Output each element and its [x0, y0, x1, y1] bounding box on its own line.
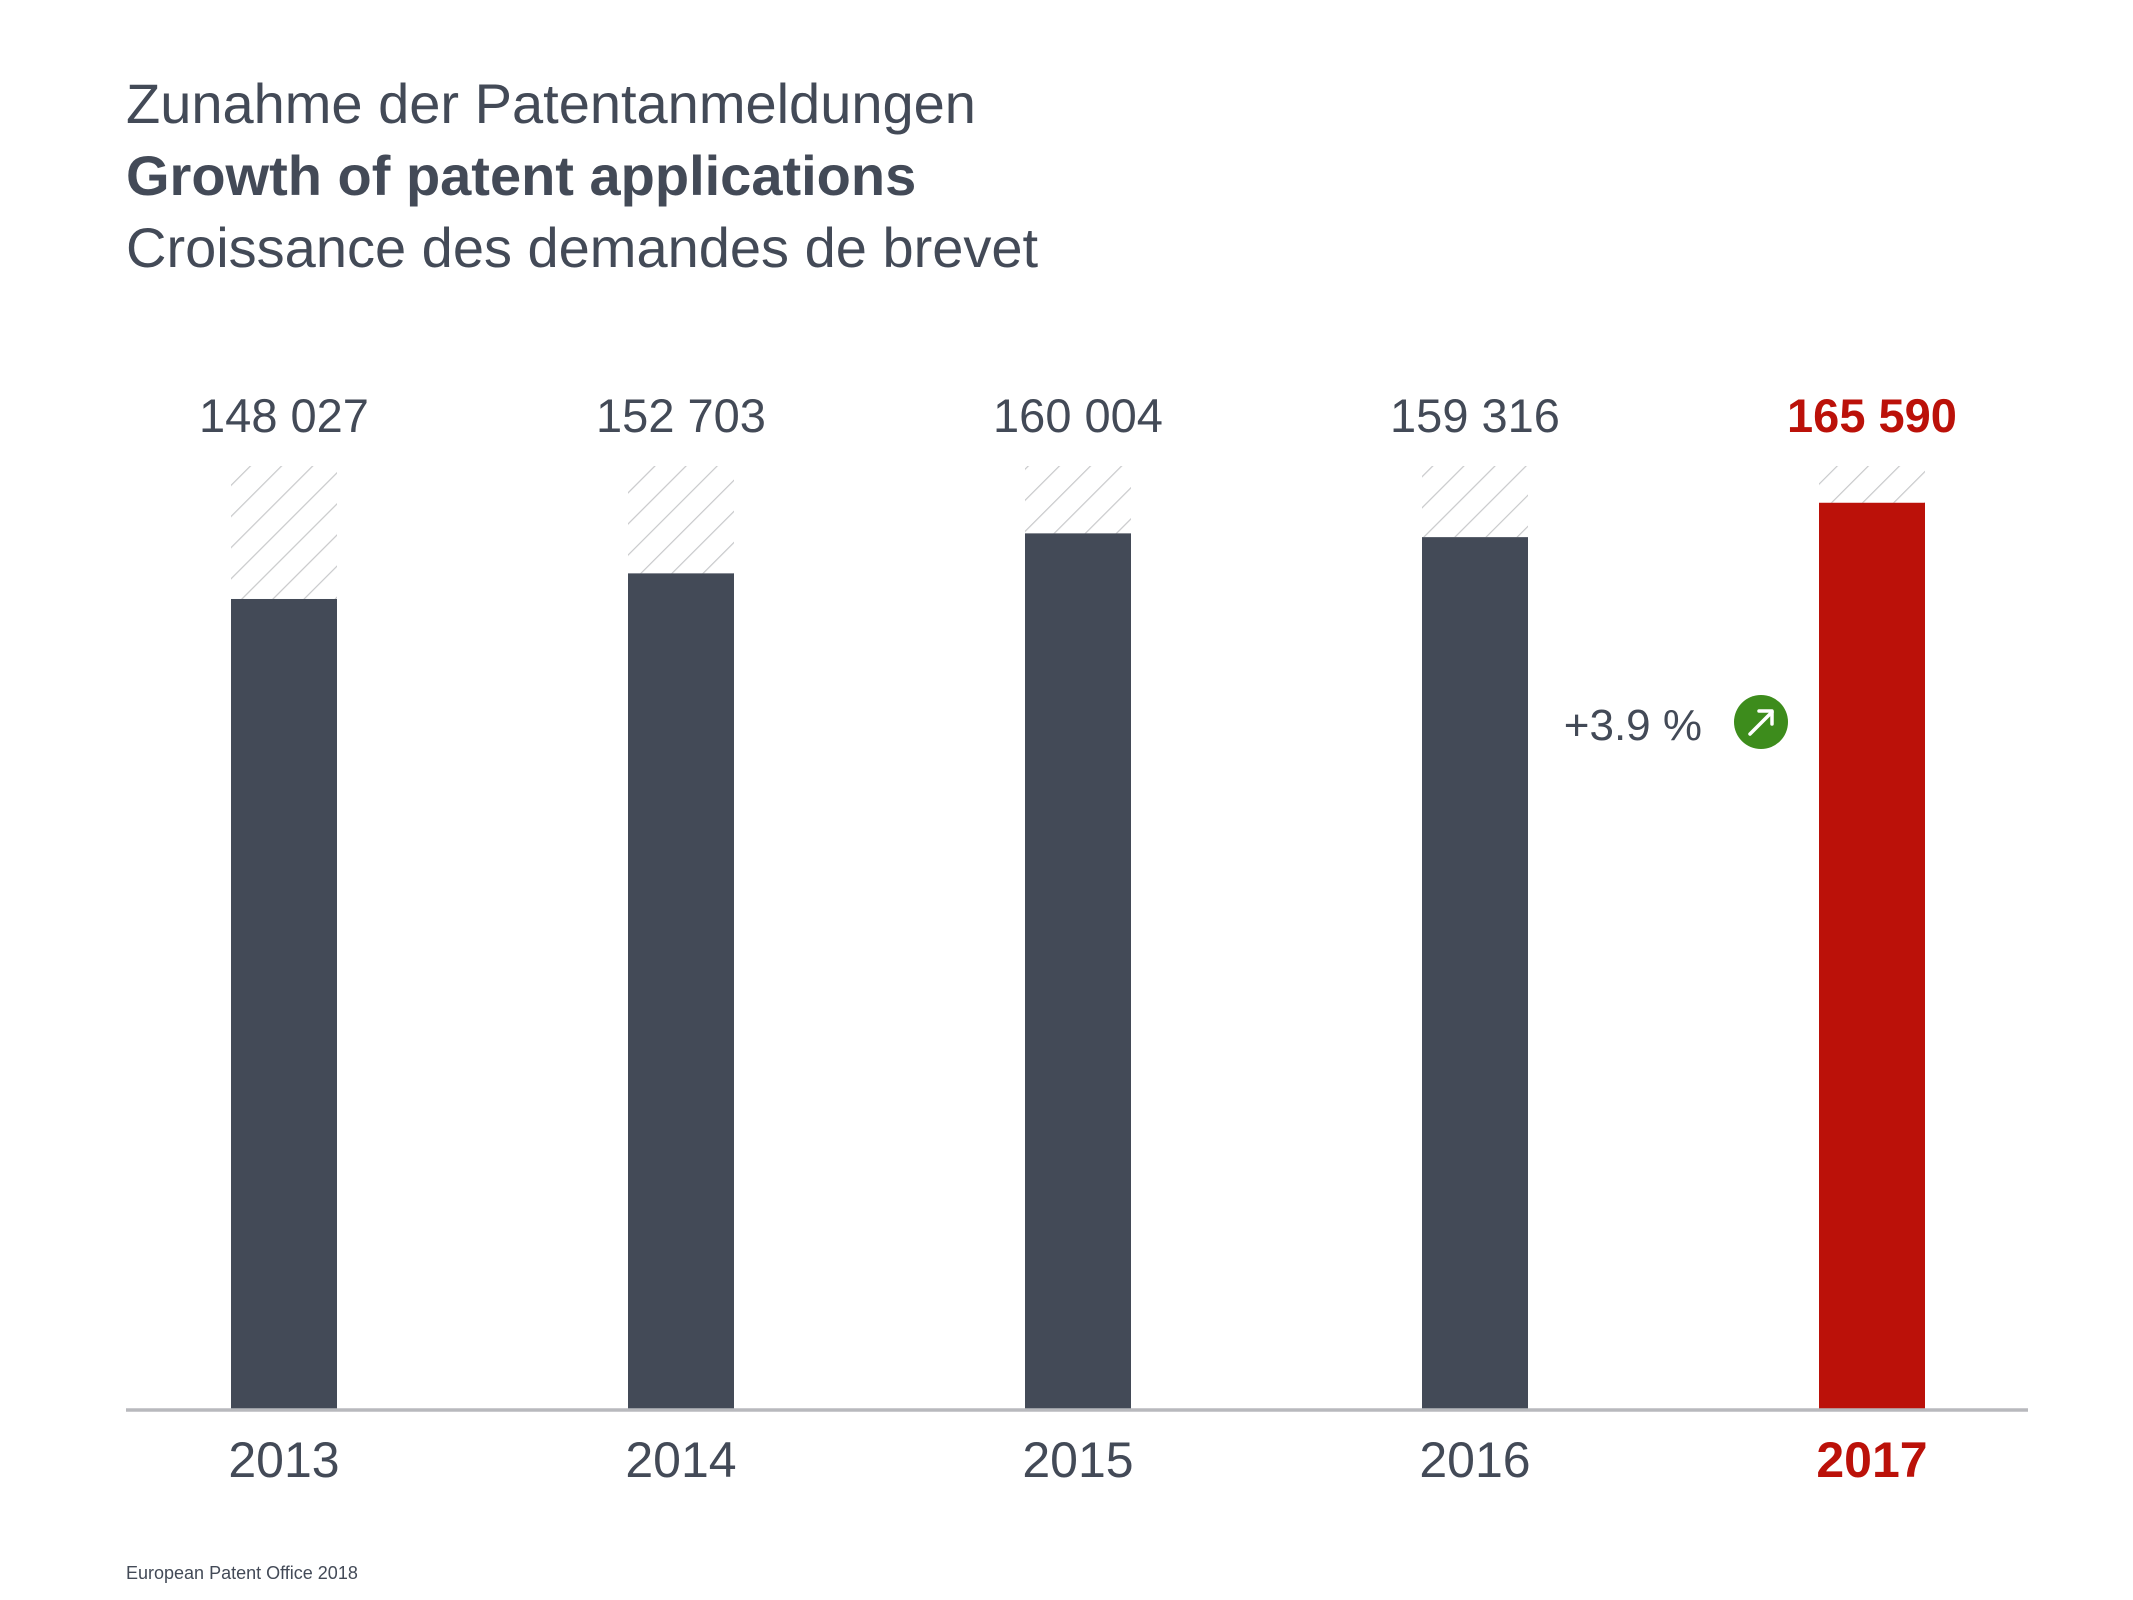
value-label-2014: 152 703	[596, 389, 766, 442]
growth-percentage: +3.9 %	[1564, 701, 1702, 750]
value-label-2013: 148 027	[199, 389, 369, 442]
title-french: Croissance des demandes de brevet	[126, 216, 1039, 279]
bar-2015	[1025, 533, 1131, 1410]
value-label-2017: 165 590	[1787, 389, 1957, 442]
labels-group: 148 027 2013 152 703 2014 160 004 2015 159 316…	[199, 389, 1957, 1488]
bar-hatch-2013	[231, 466, 337, 599]
title-english: Growth of patent applications	[126, 144, 917, 207]
value-label-2016: 159 316	[1390, 389, 1560, 442]
source-footer: European Patent Office 2018	[126, 1563, 358, 1583]
year-label-2015: 2015	[1022, 1432, 1133, 1488]
bar-hatch-2017	[1819, 466, 1925, 503]
bar-2017	[1819, 502, 1925, 1411]
bar-hatch-2014	[628, 466, 734, 574]
bar-2013	[231, 598, 337, 1410]
bar-hatch-2016	[1422, 466, 1528, 538]
value-label-2015: 160 004	[993, 389, 1163, 442]
year-label-2017: 2017	[1816, 1432, 1927, 1488]
year-label-2014: 2014	[625, 1432, 736, 1488]
year-label-2013: 2013	[228, 1432, 339, 1488]
arrow-up-right-icon	[1734, 695, 1788, 749]
year-label-2016: 2016	[1419, 1432, 1530, 1488]
title-german: Zunahme der Patentanmeldungen	[126, 72, 976, 135]
growth-annotation: +3.9 %	[1564, 695, 1788, 750]
bar-hatch-2015	[1025, 466, 1131, 534]
bar-2016	[1422, 537, 1528, 1410]
bars-group	[231, 466, 1925, 1411]
bar-2014	[628, 573, 734, 1410]
chart-titles: Zunahme der Patentanmeldungen Growth of …	[126, 68, 1526, 284]
